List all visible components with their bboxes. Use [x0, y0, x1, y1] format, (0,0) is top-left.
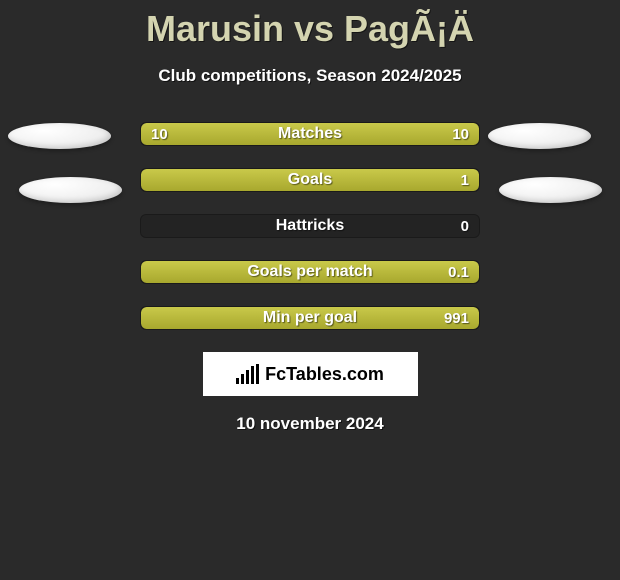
player-avatar-placeholder: [19, 177, 122, 203]
page-title: Marusin vs PagÃ¡Ä: [0, 0, 620, 50]
player-avatar-placeholder: [488, 123, 591, 149]
footer-date: 10 november 2024: [0, 414, 620, 434]
stat-row: 991Min per goal: [140, 306, 480, 330]
stat-label: Goals: [141, 169, 479, 191]
bar-chart-icon: [236, 364, 259, 384]
comparison-chart: 1010Matches 1Goals 0Hattricks 0.1Goals per …: [140, 122, 480, 330]
logo-box[interactable]: FcTables.com: [203, 352, 418, 396]
stat-row: 1010Matches: [140, 122, 480, 146]
stat-row: 1Goals: [140, 168, 480, 192]
stat-row: 0Hattricks: [140, 214, 480, 238]
player-avatar-placeholder: [499, 177, 602, 203]
subtitle: Club competitions, Season 2024/2025: [0, 66, 620, 86]
stat-label: Hattricks: [141, 215, 479, 237]
logo-text: FcTables.com: [265, 364, 384, 385]
player-avatar-placeholder: [8, 123, 111, 149]
stat-label: Min per goal: [141, 307, 479, 329]
stat-label: Goals per match: [141, 261, 479, 283]
stat-row: 0.1Goals per match: [140, 260, 480, 284]
stat-label: Matches: [141, 123, 479, 145]
